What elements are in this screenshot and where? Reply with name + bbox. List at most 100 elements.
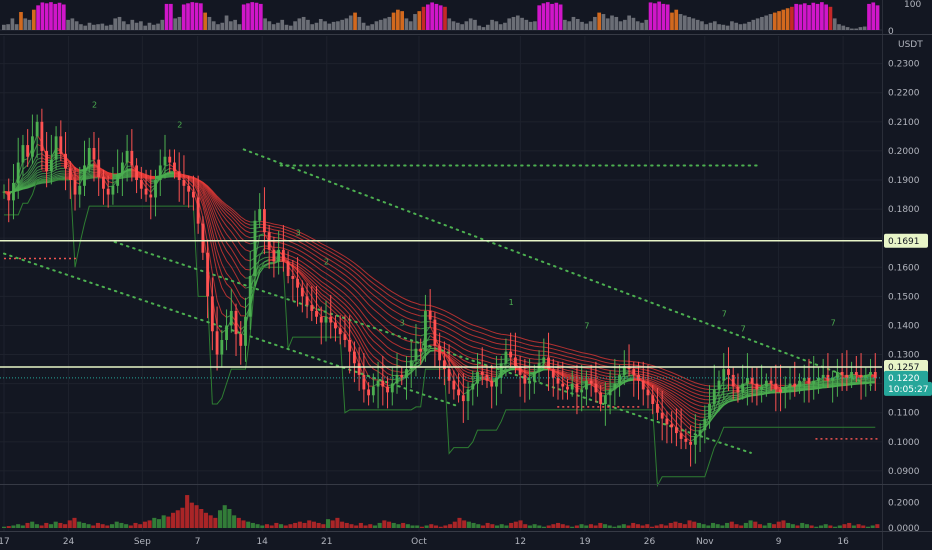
candle-body[interactable] <box>613 383 617 390</box>
candle-body[interactable] <box>826 374 830 381</box>
candle-body[interactable] <box>187 185 191 192</box>
candle-body[interactable] <box>182 180 186 186</box>
candle-body[interactable] <box>745 377 749 384</box>
candle-body[interactable] <box>362 374 366 390</box>
candle-body[interactable] <box>575 383 579 393</box>
candle-body[interactable] <box>712 389 716 404</box>
candle-body[interactable] <box>651 395 655 404</box>
candle-body[interactable] <box>788 383 792 387</box>
candle-body[interactable] <box>87 148 91 166</box>
candle-body[interactable] <box>840 372 844 375</box>
candle-body[interactable] <box>599 392 603 404</box>
candle-body[interactable] <box>452 380 456 390</box>
candle-body[interactable] <box>869 372 872 375</box>
candle-body[interactable] <box>632 369 636 375</box>
candle-body[interactable] <box>504 351 508 364</box>
candle-body[interactable] <box>774 383 778 390</box>
candle-body[interactable] <box>674 427 678 434</box>
candle-body[interactable] <box>286 261 290 276</box>
candle-body[interactable] <box>405 369 408 378</box>
candle-body[interactable] <box>864 374 868 378</box>
candle-body[interactable] <box>551 369 555 378</box>
candle-body[interactable] <box>693 436 697 445</box>
candle-body[interactable] <box>130 150 134 166</box>
candle-body[interactable] <box>741 383 745 393</box>
candle-body[interactable] <box>59 136 63 154</box>
candle-body[interactable] <box>547 357 550 370</box>
candle-body[interactable] <box>438 345 442 361</box>
candle-body[interactable] <box>229 310 233 326</box>
candle-body[interactable] <box>660 412 664 419</box>
candle-body[interactable] <box>722 369 726 381</box>
candle-body[interactable] <box>2 191 6 193</box>
candle-body[interactable] <box>755 383 759 390</box>
candle-body[interactable] <box>319 316 323 323</box>
candle-body[interactable] <box>329 316 333 323</box>
candle-body[interactable] <box>258 209 262 221</box>
candle-body[interactable] <box>750 377 754 384</box>
candle-body[interactable] <box>54 136 58 160</box>
candle-body[interactable] <box>68 168 72 180</box>
candle-body[interactable] <box>457 389 460 396</box>
candle-body[interactable] <box>45 150 49 172</box>
candle-body[interactable] <box>480 372 484 375</box>
candle-body[interactable] <box>201 223 205 253</box>
candle-body[interactable] <box>305 296 309 306</box>
candle-body[interactable] <box>414 348 418 361</box>
candle-body[interactable] <box>244 316 247 346</box>
time-axis[interactable]: 17 24 Sep 7 14 21 Oct 12 19 26 Nov 9 16 <box>0 537 849 547</box>
candle-body[interactable] <box>556 377 560 384</box>
candle-body[interactable] <box>163 156 167 166</box>
candle-body[interactable] <box>97 159 101 178</box>
candle-body[interactable] <box>442 360 446 370</box>
candle-body[interactable] <box>817 377 820 381</box>
candle-body[interactable] <box>248 276 252 317</box>
candle-body[interactable] <box>513 357 517 367</box>
candle-body[interactable] <box>324 316 328 323</box>
candle-body[interactable] <box>253 220 257 276</box>
indicator-pane[interactable] <box>0 1 882 31</box>
candle-body[interactable] <box>168 156 172 163</box>
candle-body[interactable] <box>64 153 67 169</box>
candle-body[interactable] <box>793 383 797 387</box>
candle-body[interactable] <box>381 380 385 387</box>
candle-body[interactable] <box>367 389 371 396</box>
candle-body[interactable] <box>646 389 650 396</box>
candle-body[interactable] <box>656 404 659 413</box>
candle-body[interactable] <box>78 185 82 195</box>
candle-body[interactable] <box>196 197 200 224</box>
candle-body[interactable] <box>26 145 30 157</box>
candle-body[interactable] <box>30 136 34 157</box>
candle-body[interactable] <box>154 180 157 198</box>
candle-body[interactable] <box>343 334 347 340</box>
candle-body[interactable] <box>854 372 858 375</box>
candle-body[interactable] <box>769 380 773 384</box>
candle-body[interactable] <box>424 310 427 352</box>
candle-body[interactable] <box>798 380 801 387</box>
candle-body[interactable] <box>447 369 451 381</box>
candle-body[interactable] <box>618 374 621 384</box>
candle-body[interactable] <box>703 418 707 431</box>
candle-body[interactable] <box>471 383 475 390</box>
candle-body[interactable] <box>845 374 849 378</box>
candle-body[interactable] <box>490 380 494 387</box>
candle-body[interactable] <box>300 287 304 297</box>
candle-body[interactable] <box>225 325 228 340</box>
candle-body[interactable] <box>334 322 337 329</box>
candle-body[interactable] <box>120 162 124 175</box>
candle-body[interactable] <box>135 165 139 180</box>
candle-body[interactable] <box>386 386 389 393</box>
candle-body[interactable] <box>523 374 527 384</box>
candle-body[interactable] <box>566 386 569 390</box>
candle-body[interactable] <box>106 188 110 195</box>
candle-body[interactable] <box>731 374 735 387</box>
candle-body[interactable] <box>831 377 835 381</box>
candle-body[interactable] <box>689 441 693 445</box>
candle-body[interactable] <box>764 380 768 387</box>
candle-body[interactable] <box>215 331 219 355</box>
candle-body[interactable] <box>158 165 162 180</box>
candle-body[interactable] <box>532 372 536 381</box>
candle-body[interactable] <box>542 357 546 364</box>
